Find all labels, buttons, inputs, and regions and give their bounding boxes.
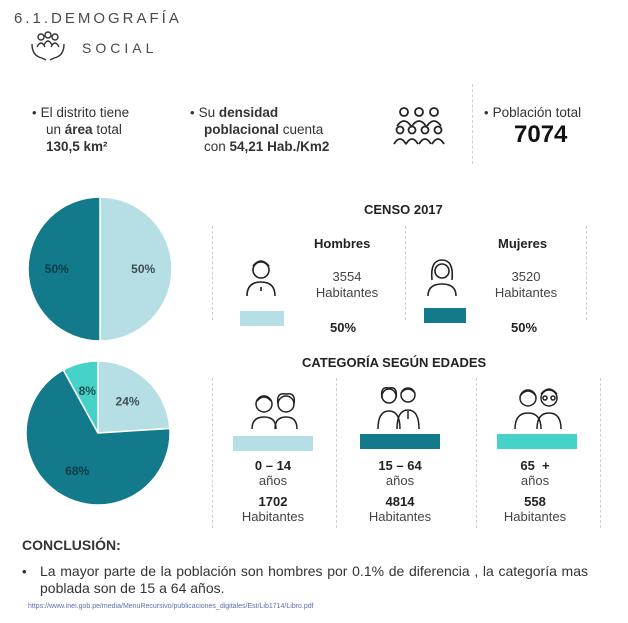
women-title: Mujeres xyxy=(498,236,548,251)
men-pct: 50% xyxy=(330,320,357,335)
gender-pie-chart: 50% 50% xyxy=(27,196,173,342)
source-link[interactable]: https://www.inei.gob.pe/media/MenuRecurs… xyxy=(28,603,314,610)
pie-slice xyxy=(62,360,99,434)
children-group: 0 – 14 años 1702 Habitantes xyxy=(241,458,305,524)
men-bar xyxy=(240,311,284,326)
divider xyxy=(476,378,477,528)
divider xyxy=(586,226,587,320)
women-pct: 50% xyxy=(511,320,538,335)
men-count: 3554 Habitantes xyxy=(315,269,379,300)
pie-slice xyxy=(99,196,173,342)
density-stat: • Su densidad poblacional cuenta con 54,2… xyxy=(190,105,330,154)
conclusion-title: CONCLUSIÓN: xyxy=(22,537,121,553)
people-hands-icon xyxy=(30,30,66,62)
age-pie-chart: 24% 68% 8% xyxy=(25,360,171,506)
divider xyxy=(472,84,473,164)
pie-slice-label: 8% xyxy=(79,384,97,398)
population-stat: • Población total 7074 xyxy=(484,104,614,149)
woman-icon xyxy=(424,256,460,298)
divider xyxy=(212,226,213,320)
pie-slice xyxy=(97,360,171,434)
adults-icon xyxy=(376,386,422,430)
man-icon xyxy=(244,256,278,298)
children-icon xyxy=(250,392,302,430)
area-stat: • El distrito tiene un área total 130,5 k… xyxy=(32,105,130,154)
pie-slice-label: 50% xyxy=(45,262,69,276)
conclusion-text: La mayor parte de la población son hombr… xyxy=(40,563,588,596)
adults-group: 15 – 64 años 4814 Habitantes xyxy=(368,458,432,524)
children-bar xyxy=(233,436,313,451)
pie-slice xyxy=(25,368,171,506)
pie-slice xyxy=(27,196,101,342)
divider xyxy=(336,378,337,528)
page-subtitle: SOCIAL xyxy=(82,40,158,56)
pie-slice-label: 24% xyxy=(116,395,140,409)
divider xyxy=(405,226,406,320)
elderly-group: 65 + años 558 Habitantes xyxy=(503,458,567,524)
page-title: 6.1.DEMOGRAFÍA xyxy=(14,10,182,27)
men-title: Hombres xyxy=(314,236,371,251)
bullet: • xyxy=(190,105,195,120)
elderly-icon xyxy=(512,386,566,430)
bullet: • xyxy=(32,105,37,120)
census-title: CENSO 2017 xyxy=(364,202,443,217)
adults-bar xyxy=(360,434,440,449)
crowd-icon xyxy=(392,106,446,146)
pie-slice-label: 68% xyxy=(65,464,89,478)
population-total: 7074 xyxy=(514,121,568,148)
divider xyxy=(600,378,601,528)
women-bar xyxy=(424,308,466,323)
pie-slice-label: 50% xyxy=(131,262,155,276)
divider xyxy=(212,378,213,528)
elderly-bar xyxy=(497,434,577,449)
ages-title: CATEGORÍA SEGÚN EDADES xyxy=(302,355,487,370)
women-count: 3520 Habitantes xyxy=(494,269,558,300)
bullet: • xyxy=(22,564,27,579)
